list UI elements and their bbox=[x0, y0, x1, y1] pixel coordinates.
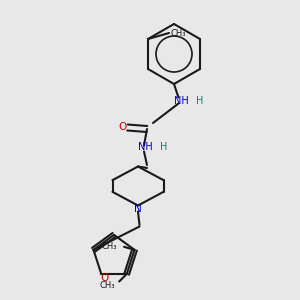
Text: NH: NH bbox=[138, 142, 153, 152]
Text: CH₃: CH₃ bbox=[171, 28, 186, 38]
Text: N: N bbox=[134, 203, 142, 214]
Text: H: H bbox=[196, 95, 203, 106]
Text: H: H bbox=[160, 142, 167, 152]
Text: CH₃: CH₃ bbox=[101, 242, 116, 251]
Text: O: O bbox=[118, 122, 126, 133]
Text: NH: NH bbox=[174, 95, 189, 106]
Text: O: O bbox=[101, 274, 109, 284]
Text: CH₃: CH₃ bbox=[99, 281, 115, 290]
